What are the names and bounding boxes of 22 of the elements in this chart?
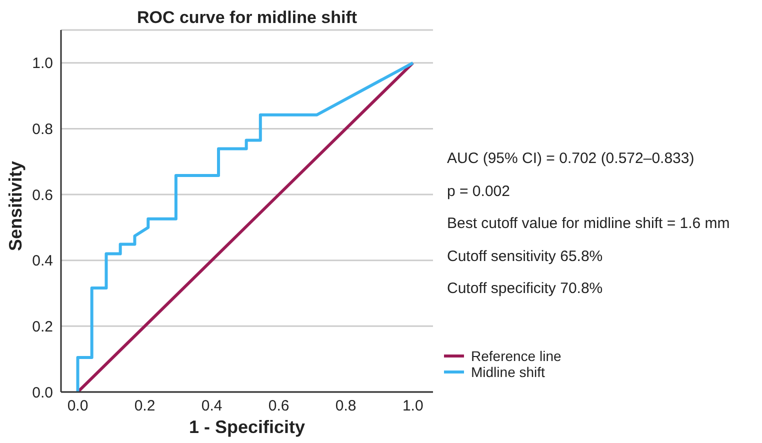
x-tick-label: 0.0 [67, 398, 88, 415]
x-tick-label: 0.2 [134, 398, 156, 415]
legend-label: Midline shift [471, 364, 545, 380]
y-tick-label: 0.8 [32, 121, 53, 138]
x-tick-label: 0.6 [268, 398, 290, 415]
text: Best cutoff value for midline shift = 1.6 mm [447, 215, 730, 232]
x-tick-label: 0.4 [201, 398, 222, 415]
text: p = 0.002 [447, 182, 510, 200]
y-tick-label: 0.6 [32, 186, 53, 204]
text: Cutoff specificity 70.8% [447, 280, 603, 297]
x-tick-label: 1.0 [402, 398, 424, 415]
y-axis-title: Sensitivity [5, 160, 26, 251]
y-tick-label: 0.2 [32, 318, 53, 336]
x-tick-label: 0.8 [335, 398, 356, 415]
y-tick-label: 1.0 [32, 55, 53, 72]
text: Cutoff sensitivity 65.8% [447, 248, 603, 264]
text: AUC (95% CI) = 0.702 (0.572–0.833) [447, 150, 694, 167]
chart-title: ROC curve for midline shift [136, 8, 358, 28]
legend-label: Reference line [471, 348, 562, 364]
y-tick-label: 0.0 [32, 384, 53, 402]
y-tick-label: 0.4 [32, 252, 53, 270]
x-axis-title: 1 - Specificity [188, 417, 306, 437]
